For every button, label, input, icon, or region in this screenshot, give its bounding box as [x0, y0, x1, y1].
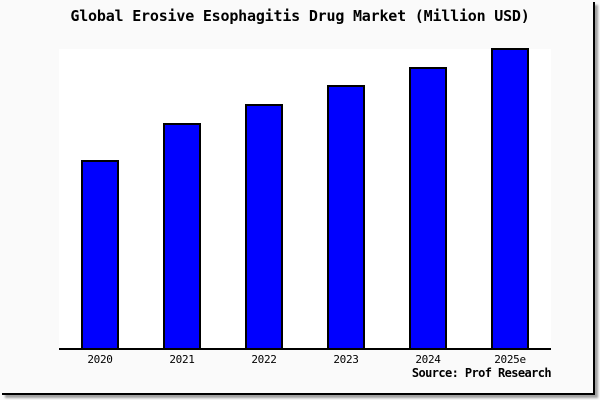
bar-2023: [327, 85, 365, 348]
source-attribution: Source: Prof Research: [411, 366, 552, 380]
bar-slot-2023: [305, 85, 387, 348]
x-tick-label: 2023: [333, 353, 359, 366]
bar-2020: [81, 160, 119, 348]
bar-slot-2024: [387, 67, 469, 348]
x-tick-label: 2021: [169, 353, 195, 366]
bar-2024: [409, 67, 447, 348]
bar-slot-2021: [141, 123, 223, 348]
bar-2025e: [491, 48, 529, 348]
x-tick-label: 2020: [87, 353, 113, 366]
x-tick-label: 2025e: [494, 353, 526, 366]
plot-area: [59, 48, 551, 350]
x-tick-label: 2024: [415, 353, 441, 366]
x-axis-labels: 2020 2021 2022 2023 2024 2025e: [59, 353, 551, 366]
x-tick-label: 2022: [251, 353, 277, 366]
bar-2021: [163, 123, 201, 348]
bar-slot-2022: [223, 104, 305, 348]
bar-slot-2025e: [469, 48, 551, 348]
bar-slot-2020: [59, 160, 141, 348]
chart-title: Global Erosive Esophagitis Drug Market (…: [70, 7, 530, 25]
bar-2022: [245, 104, 283, 348]
bar-series: [59, 48, 551, 348]
